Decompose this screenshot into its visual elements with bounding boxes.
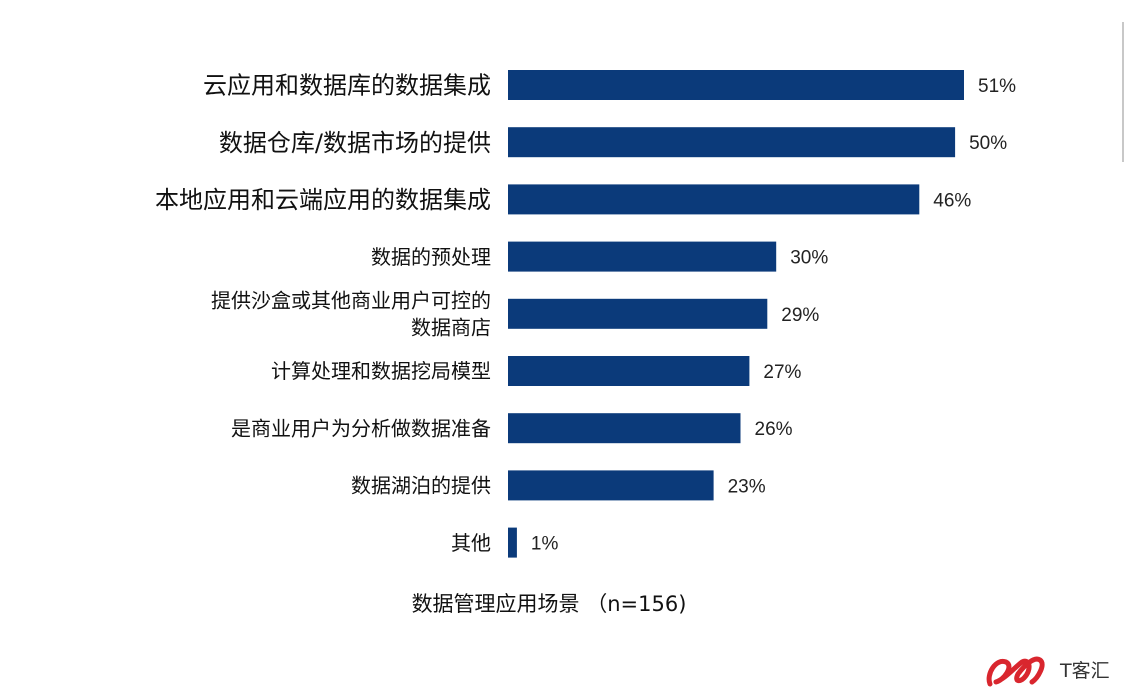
bar [508,527,517,558]
chart-caption: 数据管理应用场景 （n=156) [411,592,687,616]
bar [508,298,768,329]
category-label: 数据湖泊的提供 [351,474,491,498]
value-label: 29% [781,305,819,326]
bar [508,413,741,444]
watermark: T客汇 [984,648,1124,692]
category-label: 其他 [451,531,491,555]
value-label: 51% [978,76,1016,97]
category-label: 数据商店 [411,316,491,340]
bar [508,184,920,215]
bar [508,241,777,272]
value-label: 46% [933,190,971,211]
category-label: 计算处理和数据挖局模型 [271,359,491,383]
value-label: 50% [969,133,1007,154]
value-label: 23% [728,476,766,497]
value-label: 1% [531,534,559,555]
value-label: 26% [755,419,793,440]
divider [1122,22,1124,162]
category-label: 数据的预处理 [371,245,491,269]
bar [508,70,964,100]
logo-icon [986,656,1045,687]
category-label: 本地应用和云端应用的数据集成 [155,186,491,214]
watermark-text: T客汇 [1060,660,1110,682]
category-label: 数据仓库/数据市场的提供 [219,129,491,157]
value-label: 30% [790,248,828,269]
category-label: 是商业用户为分析做数据准备 [231,416,491,440]
value-label: 27% [763,362,801,383]
category-label: 云应用和数据库的数据集成 [203,72,491,100]
bar [508,356,750,386]
bar [508,470,714,501]
category-label: 提供沙盒或其他商业用户可控的 [211,289,491,313]
bar [508,127,956,158]
